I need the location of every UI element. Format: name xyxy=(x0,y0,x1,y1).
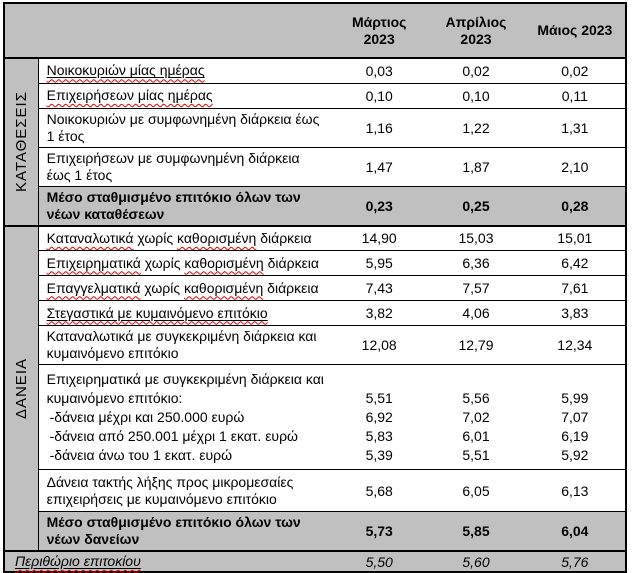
rate-value: 7,57 xyxy=(427,275,525,301)
rate-value: 5,95 xyxy=(331,250,428,276)
section-label-deposits: ΚΑΤΑΘΕΣΕΙΣ xyxy=(4,58,39,226)
rate-value: 2,10 xyxy=(524,146,626,186)
rate-value: 0,23 xyxy=(331,185,428,226)
rate-value: 0,10 xyxy=(331,82,428,108)
rate-value: 6,42 xyxy=(524,250,626,276)
table-row-loans-consumer-no-maturity: ΔΑΝΕΙΑ Καταναλωτικά χωρίς καθορισμένη δι… xyxy=(4,224,626,551)
rate-value: 7,43 xyxy=(331,275,428,301)
rate-value: 1,31 xyxy=(524,107,626,147)
row-label: Νοικοκυριών με συμφωνημένη διάρκεια έως … xyxy=(38,107,332,147)
label-text: Νοικοκυριών μίας ημέρας xyxy=(46,62,205,79)
table-row-loans-business-fixed-term-floating: Επιχειρηματικά με συγκεκριμένη διάρκεια … xyxy=(4,364,626,470)
rate-value: 12,34 xyxy=(524,325,626,365)
rate-value: 15,03 xyxy=(427,224,525,251)
rate-value: 7,61 xyxy=(524,275,626,301)
rate-value: 0,25 xyxy=(427,185,525,226)
row-label: Στεγαστικά με κυμαινόμενο επιτόκιο xyxy=(38,300,332,326)
row-label: Μέσο σταθμισμένο επιτόκιο όλων των νέων … xyxy=(38,185,332,226)
rate-value: 5,76 xyxy=(524,550,626,572)
rate-value: 1,16 xyxy=(331,107,428,147)
rate-value: 4,06 xyxy=(427,300,525,326)
row-label: Νοικοκυριών μίας ημέρας xyxy=(38,58,332,83)
header-spacer xyxy=(4,3,332,59)
table-row-deposits-households-overnight: ΚΑΤΑΘΕΣΕΙΣ Νοικοκυριών μίας ημέρας 0,03 … xyxy=(4,58,626,226)
interest-rates-table: Μάρτιος 2023 Απρίλιος 2023 Μάιος 2023 ΚΑ… xyxy=(3,2,627,573)
table-row-loans-professional-no-maturity: Επαγγελματικά χωρίς καθορισμένη διάρκεια… xyxy=(4,275,626,301)
col-header-may-2023: Μάιος 2023 xyxy=(524,3,626,59)
row-label: Περιθώριο επιτοκίου xyxy=(4,550,332,572)
col-header-march-2023: Μάρτιος 2023 xyxy=(331,3,428,59)
label-text: Επιχειρήσεων μίας ημέρας xyxy=(46,87,213,103)
row-label: Επιχειρήσεων μίας ημέρας xyxy=(38,82,332,108)
month-line: Μάρτιος xyxy=(351,13,407,30)
rate-value: 0,28 xyxy=(524,185,626,226)
rate-value: 5,85 xyxy=(427,511,525,551)
rate-value-stack: 5,99 7,07 6,19 5,92 xyxy=(524,364,626,470)
row-label: Επιχειρήσεων με συμφωνημένη διάρκεια έως… xyxy=(38,146,332,186)
rate-value: 12,08 xyxy=(331,325,428,365)
rate-value: 6,04 xyxy=(524,511,626,551)
col-header-april-2023: Απρίλιος 2023 xyxy=(427,3,525,59)
rate-value: 6,13 xyxy=(524,469,626,512)
section-label-loans: ΔΑΝΕΙΑ xyxy=(4,224,39,551)
rate-value: 3,82 xyxy=(331,300,428,326)
row-label: Μέσο σταθμισμένο επιτόκιο όλων των νέων … xyxy=(38,511,332,551)
rate-value: 0,02 xyxy=(427,58,525,83)
table-row-deposits-business-agreed-maturity: Επιχειρήσεων με συμφωνημένη διάρκεια έως… xyxy=(4,146,626,186)
table-row-deposits-households-agreed-maturity: Νοικοκυριών με συμφωνημένη διάρκεια έως … xyxy=(4,107,626,147)
row-label: Επαγγελματικά χωρίς καθορισμένη διάρκεια xyxy=(38,275,332,301)
rate-value: 1,47 xyxy=(331,146,428,186)
rate-value: 1,87 xyxy=(427,146,525,186)
rate-value: 1,22 xyxy=(427,107,525,147)
row-label: Καταναλωτικά χωρίς καθορισμένη διάρκεια xyxy=(38,224,332,251)
vertical-section-title: ΔΑΝΕΙΑ xyxy=(12,357,30,419)
row-label: Δάνεια τακτής λήξης προς μικρομεσαίες επ… xyxy=(38,469,332,512)
month-line: Μάιος 2023 xyxy=(537,22,613,38)
row-label: Καταναλωτικά με συγκεκριμένη διάρκεια κα… xyxy=(38,325,332,365)
rate-value: 12,79 xyxy=(427,325,525,365)
rate-value-stack: 5,51 6,92 5,83 5,39 xyxy=(331,364,428,470)
table-row-deposits-weighted-average: Μέσο σταθμισμένο επιτόκιο όλων των νέων … xyxy=(4,185,626,226)
month-line: 2023 xyxy=(363,30,395,47)
rate-value: 0,11 xyxy=(524,82,626,108)
rate-value: 5,50 xyxy=(331,550,428,572)
row-label: Επιχειρηματικά χωρίς καθορισμένη διάρκει… xyxy=(38,250,332,276)
rate-value: 14,90 xyxy=(331,224,428,251)
header-row: Μάρτιος 2023 Απρίλιος 2023 Μάιος 2023 xyxy=(4,3,626,59)
rate-value: 5,68 xyxy=(331,469,428,512)
rate-value: 0,10 xyxy=(427,82,525,108)
rate-value: 3,83 xyxy=(524,300,626,326)
rate-value: 15,01 xyxy=(524,224,626,251)
table-row-loans-consumer-fixed-term-floating: Καταναλωτικά με συγκεκριμένη διάρκεια κα… xyxy=(4,325,626,365)
vertical-section-title: ΚΑΤΑΘΕΣΕΙΣ xyxy=(12,91,30,193)
rate-value: 5,60 xyxy=(427,550,525,572)
month-line: 2023 xyxy=(460,30,492,47)
rate-value-stack: 5,56 7,02 6,01 5,51 xyxy=(427,364,525,470)
table-row-deposits-business-overnight: Επιχειρήσεων μίας ημέρας 0,10 0,10 0,11 xyxy=(4,82,626,108)
table-row-loans-housing-floating-rate: Στεγαστικά με κυμαινόμενο επιτόκιο 3,82 … xyxy=(4,300,626,326)
month-line: Απρίλιος xyxy=(445,13,507,30)
table-row-interest-rate-margin: Περιθώριο επιτοκίου 5,50 5,60 5,76 xyxy=(4,550,626,572)
table-row-loans-business-no-maturity: Επιχειρηματικά χωρίς καθορισμένη διάρκει… xyxy=(4,250,626,276)
rate-value: 6,05 xyxy=(427,469,525,512)
table-row-loans-sme-regular-maturity: Δάνεια τακτής λήξης προς μικρομεσαίες επ… xyxy=(4,469,626,512)
rate-value: 6,36 xyxy=(427,250,525,276)
rate-value: 0,02 xyxy=(524,58,626,83)
rate-value: 0,03 xyxy=(331,58,428,83)
row-label: Επιχειρηματικά με συγκεκριμένη διάρκεια … xyxy=(38,364,332,470)
table-row-loans-weighted-average: Μέσο σταθμισμένο επιτόκιο όλων των νέων … xyxy=(4,511,626,551)
rate-value: 5,73 xyxy=(331,511,428,551)
